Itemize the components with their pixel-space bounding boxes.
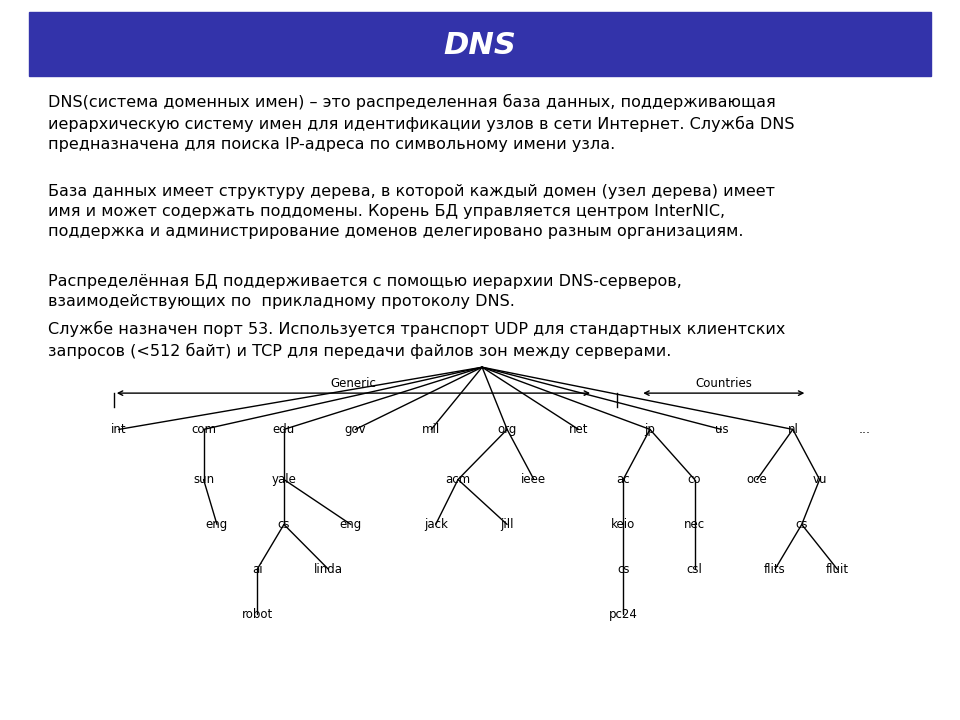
Text: Распределённая БД поддерживается с помощью иерархии DNS-серверов,
взаимодействую: Распределённая БД поддерживается с помощ… [48,274,682,309]
Text: ai: ai [252,563,262,576]
Text: edu: edu [273,423,295,436]
Text: База данных имеет структуру дерева, в которой каждый домен (узел дерева) имеет
и: База данных имеет структуру дерева, в ко… [48,184,775,239]
Text: yale: yale [272,473,297,486]
Text: eng: eng [340,518,362,531]
Text: linda: linda [314,563,343,576]
Text: ...: ... [858,423,870,436]
Text: acm: acm [445,473,470,486]
Text: ieee: ieee [521,473,546,486]
Text: jack: jack [423,518,447,531]
Text: pc24: pc24 [609,608,637,621]
Text: keio: keio [612,518,636,531]
Text: robot: robot [242,608,273,621]
FancyBboxPatch shape [29,12,931,76]
Text: jp: jp [644,423,656,436]
Text: cs: cs [617,563,630,576]
Text: Службе назначен порт 53. Используется транспорт UDP для стандартных клиентских
з: Службе назначен порт 53. Используется тр… [48,320,785,359]
Text: cs: cs [277,518,290,531]
Text: DNS: DNS [444,31,516,60]
Text: us: us [714,423,729,436]
Text: flits: flits [764,563,786,576]
Text: int: int [111,423,127,436]
Text: gov: gov [345,423,366,436]
Text: DNS(система доменных имен) – это распределенная база данных, поддерживающая
иера: DNS(система доменных имен) – это распред… [48,94,795,152]
Text: vu: vu [812,473,827,486]
Text: jill: jill [500,518,514,531]
Text: eng: eng [205,518,228,531]
Text: co: co [688,473,702,486]
Text: cs: cs [796,518,808,531]
Text: nec: nec [684,518,706,531]
Text: mil: mil [422,423,441,436]
Text: Generic: Generic [330,377,376,390]
Text: fluit: fluit [826,563,849,576]
Text: sun: sun [193,473,214,486]
Text: nl: nl [787,423,799,436]
Text: Countries: Countries [695,377,753,390]
Text: org: org [497,423,516,436]
Text: oce: oce [747,473,767,486]
Text: ac: ac [616,473,630,486]
Text: net: net [568,423,588,436]
Text: com: com [191,423,216,436]
Text: csl: csl [686,563,703,576]
